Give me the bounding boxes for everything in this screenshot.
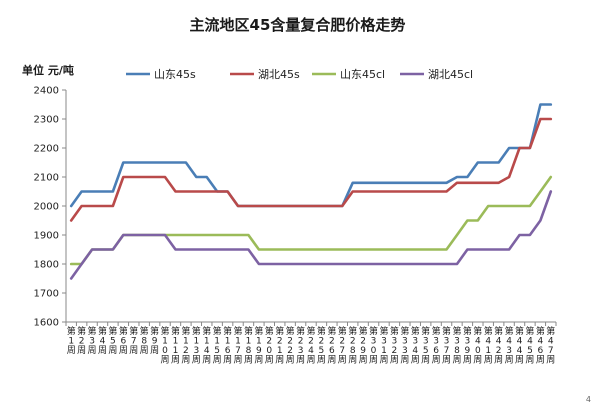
chart-title: 主流地区45含量复合肥价格走势 — [189, 16, 406, 34]
y-tick-label: 2300 — [34, 115, 59, 126]
y-tick-label: 1600 — [34, 318, 59, 329]
legend-label-4: 湖北45cl — [428, 68, 473, 81]
series-line-4 — [69, 190, 553, 280]
y-tick-label: 2200 — [34, 144, 59, 155]
y-tick-label: 2000 — [34, 202, 59, 213]
series-line-2 — [69, 117, 553, 222]
legend-label-1: 山东45s — [154, 68, 196, 81]
y-tick-label: 1800 — [34, 260, 59, 271]
y-tick-label: 1900 — [34, 231, 59, 242]
series-line-1 — [69, 103, 553, 208]
series-line-3 — [69, 175, 553, 266]
y-tick-label: 2400 — [34, 86, 59, 97]
legend-label-2: 湖北45s — [258, 68, 300, 81]
y-tick-label: 2100 — [34, 173, 59, 184]
corner-mark: 4 — [585, 395, 591, 404]
y-axis-unit-label: 单位 元/吨 — [22, 64, 74, 77]
y-tick-label: 1700 — [34, 289, 59, 300]
legend-label-3: 山东45cl — [340, 68, 385, 81]
